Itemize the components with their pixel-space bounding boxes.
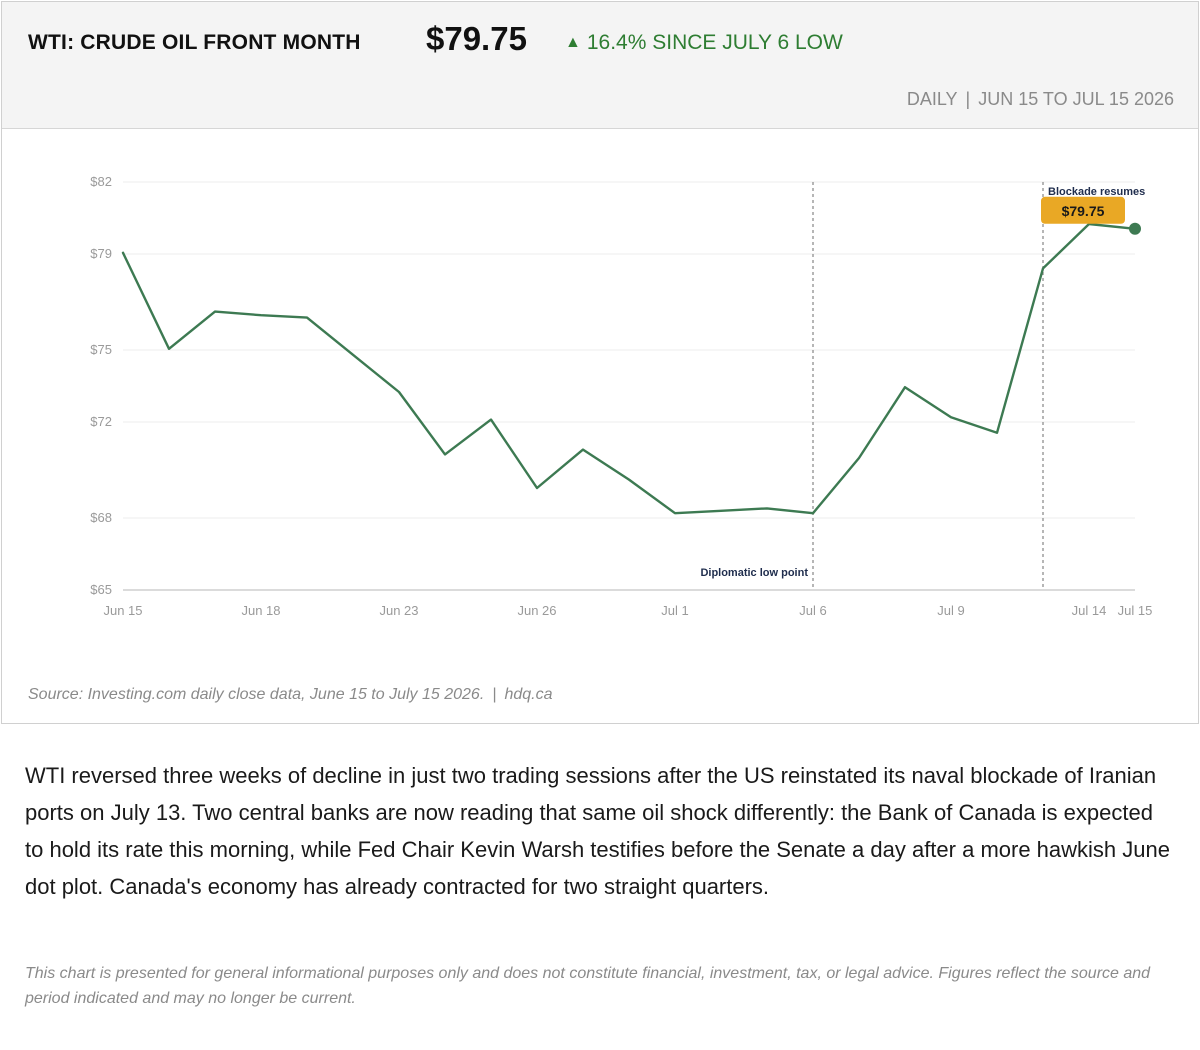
x-tick-label: Jul 1 <box>661 603 688 618</box>
disclaimer: This chart is presented for general info… <box>25 965 1151 1007</box>
annotation-label: Diplomatic low point <box>700 567 808 579</box>
source-separator: | <box>492 686 497 703</box>
up-arrow-icon: ▲ <box>565 34 581 51</box>
y-tick-label: $75 <box>90 342 112 357</box>
y-tick-label: $65 <box>90 582 112 597</box>
commentary-paragraph: WTI reversed three weeks of decline in j… <box>25 763 1170 899</box>
source-note: Source: Investing.com daily close data, … <box>28 686 552 704</box>
price-change: ▲ 16.4% SINCE JULY 6 LOW <box>565 31 843 55</box>
x-tick-label: Jun 15 <box>103 603 142 618</box>
axis-labels: $65 $68 $72 $75 $79 $82 Jun 15 Jun 18 Jun 23 Jun … <box>90 174 1152 618</box>
x-tick-label: Jul 14 <box>1072 603 1107 618</box>
x-tick-label: Jun 23 <box>379 603 418 618</box>
chart-header: WTI: CRUDE OIL FRONT MONTH $79.75 ▲ 16.4%… <box>2 2 1198 129</box>
period-separator: | <box>965 89 971 109</box>
annotation-label: Blockade resumes <box>1048 186 1145 198</box>
x-tick-label: Jul 9 <box>937 603 964 618</box>
period-label: DAILY | JUN 15 TO JUL 15 2026 <box>907 89 1174 110</box>
price-change-text: 16.4% SINCE JULY 6 LOW <box>586 31 843 54</box>
chart-title: WTI: CRUDE OIL FRONT MONTH <box>28 31 361 54</box>
x-tick-label: Jul 15 <box>1118 603 1153 618</box>
period-range: JUN 15 TO JUL 15 2026 <box>978 89 1174 109</box>
y-tick-label: $82 <box>90 174 112 189</box>
period-frequency: DAILY <box>906 89 958 109</box>
callout-label: $79.75 <box>1062 203 1105 219</box>
end-point-marker <box>1129 222 1141 235</box>
x-tick-label: Jun 18 <box>241 603 280 618</box>
price-callout: $79.75 <box>1041 196 1125 224</box>
line-chart: Diplomatic low point Blockade resumes $65… <box>90 174 1152 618</box>
chart-card: WTI: CRUDE OIL FRONT MONTH $79.75 ▲ 16.4%… <box>1 1 1199 724</box>
annotations: Diplomatic low point Blockade resumes <box>700 182 1145 590</box>
callout-badge <box>1041 196 1125 224</box>
y-tick-label: $68 <box>90 510 112 525</box>
y-tick-label: $72 <box>90 414 112 429</box>
x-tick-label: Jun 26 <box>517 603 556 618</box>
source-site: hdq.ca <box>504 686 553 703</box>
series-line <box>121 222 1137 515</box>
chart-area: Diplomatic low point Blockade resumes $65… <box>2 129 1198 669</box>
y-tick-label: $79 <box>90 246 112 261</box>
x-tick-label: Jul 6 <box>799 603 826 618</box>
current-price: $79.75 <box>426 20 527 57</box>
grid-lines <box>123 181 1135 591</box>
source-text: Source: Investing.com daily close data, … <box>28 686 485 703</box>
series-layer <box>121 222 1141 515</box>
